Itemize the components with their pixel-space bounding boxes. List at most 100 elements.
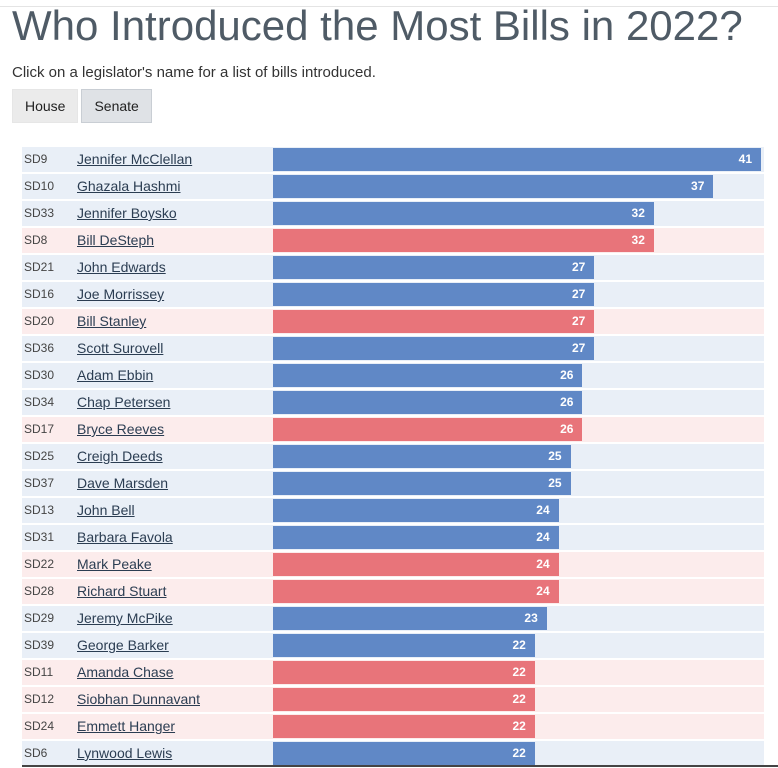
- district-label: SD22: [24, 557, 55, 571]
- table-row: SD20 Bill Stanley 27: [22, 309, 764, 334]
- district-label: SD37: [24, 476, 55, 490]
- legislator-link[interactable]: Jennifer McClellan: [77, 151, 193, 167]
- table-row: SD13 John Bell 24: [22, 498, 764, 523]
- district-label: SD17: [24, 422, 55, 436]
- district-label: SD6: [24, 746, 48, 760]
- tab-senate[interactable]: Senate: [81, 89, 152, 123]
- legislator-link[interactable]: John Edwards: [77, 259, 166, 275]
- district-label: SD39: [24, 638, 55, 652]
- table-row: SD21 John Edwards 27: [22, 255, 764, 280]
- page-title: Who Introduced the Most Bills in 2022?: [12, 2, 743, 49]
- legislator-link[interactable]: Creigh Deeds: [77, 448, 163, 464]
- bill-count-bar: 25: [273, 472, 571, 495]
- district-label: SD12: [24, 692, 55, 706]
- district-label: SD36: [24, 341, 55, 355]
- bill-count-label: 24: [536, 530, 550, 544]
- district-label: SD31: [24, 530, 55, 544]
- bill-count-bar: 24: [273, 553, 559, 576]
- bill-count-label: 26: [560, 395, 574, 409]
- legislator-link[interactable]: Joe Morrissey: [77, 286, 165, 302]
- table-row: SD10 Ghazala Hashmi 37: [22, 174, 764, 199]
- legislator-link[interactable]: Adam Ebbin: [77, 367, 154, 383]
- district-label: SD25: [24, 449, 55, 463]
- bill-count-bar: 26: [273, 391, 583, 414]
- district-label: SD33: [24, 206, 55, 220]
- top-divider: [0, 6, 778, 7]
- bill-count-label: 22: [512, 719, 526, 733]
- legislator-link[interactable]: Dave Marsden: [77, 475, 169, 491]
- table-row: SD24 Emmett Hanger 22: [22, 714, 764, 739]
- district-label: SD13: [24, 503, 55, 517]
- bill-count-bar: 22: [273, 742, 535, 765]
- legislator-link[interactable]: Lynwood Lewis: [77, 745, 173, 761]
- bill-count-label: 22: [512, 665, 526, 679]
- table-row: SD31 Barbara Favola 24: [22, 525, 764, 550]
- bill-count-bar: 27: [273, 337, 595, 360]
- bill-count-label: 27: [572, 260, 586, 274]
- bill-count-bar: 37: [273, 175, 714, 198]
- bill-count-label: 25: [548, 449, 562, 463]
- page-subtitle: Click on a legislator's name for a list …: [12, 64, 376, 81]
- table-row: SD39 George Barker 22: [22, 633, 764, 658]
- bill-count-bar: 24: [273, 499, 559, 522]
- bill-count-label: 23: [524, 611, 538, 625]
- bill-count-label: 41: [738, 152, 752, 166]
- bill-count-label: 24: [536, 557, 550, 571]
- bill-count-bar: 27: [273, 283, 595, 306]
- legislator-link[interactable]: Emmett Hanger: [77, 718, 176, 734]
- table-row: SD34 Chap Petersen 26: [22, 390, 764, 415]
- bill-count-label: 27: [572, 341, 586, 355]
- table-row: SD28 Richard Stuart 24: [22, 579, 764, 604]
- legislator-link[interactable]: John Bell: [77, 502, 135, 518]
- table-row: SD16 Joe Morrissey 27: [22, 282, 764, 307]
- legislator-link[interactable]: Amanda Chase: [77, 664, 174, 680]
- bill-count-bar: 41: [273, 148, 761, 171]
- bill-count-label: 26: [560, 422, 574, 436]
- district-label: SD8: [24, 233, 48, 247]
- legislator-link[interactable]: Chap Petersen: [77, 394, 171, 410]
- bill-count-label: 24: [536, 584, 550, 598]
- table-row: SD17 Bryce Reeves 26: [22, 417, 764, 442]
- bill-count-bar: 22: [273, 715, 535, 738]
- bill-count-label: 22: [512, 638, 526, 652]
- bill-count-bar: 22: [273, 688, 535, 711]
- legislator-link[interactable]: Barbara Favola: [77, 529, 173, 545]
- bill-count-label: 32: [631, 206, 645, 220]
- legislator-link[interactable]: Bryce Reeves: [77, 421, 165, 437]
- bill-count-bar: 22: [273, 661, 535, 684]
- table-row: SD30 Adam Ebbin 26: [22, 363, 764, 388]
- district-label: SD24: [24, 719, 55, 733]
- legislator-link[interactable]: Mark Peake: [77, 556, 152, 572]
- bill-count-label: 27: [572, 314, 586, 328]
- table-row: SD9 Jennifer McClellan 41: [22, 147, 764, 172]
- legislator-link[interactable]: Ghazala Hashmi: [77, 178, 181, 194]
- legislator-link[interactable]: Bill Stanley: [77, 313, 147, 329]
- bill-count-bar: 24: [273, 580, 559, 603]
- bill-count-bar: 24: [273, 526, 559, 549]
- legislator-link[interactable]: Bill DeSteph: [77, 232, 155, 248]
- bill-count-label: 22: [512, 692, 526, 706]
- legislator-link[interactable]: Siobhan Dunnavant: [77, 691, 200, 707]
- bottom-divider: [22, 765, 778, 767]
- table-row: SD8 Bill DeSteph 32: [22, 228, 764, 253]
- legislator-link[interactable]: Scott Surovell: [77, 340, 164, 356]
- legislator-link[interactable]: George Barker: [77, 637, 169, 653]
- district-label: SD16: [24, 287, 55, 301]
- table-row: SD12 Siobhan Dunnavant 22: [22, 687, 764, 712]
- bill-count-bar: 32: [273, 229, 654, 252]
- table-row: SD36 Scott Surovell 27: [22, 336, 764, 361]
- legislator-link[interactable]: Jennifer Boysko: [77, 205, 177, 221]
- bill-count-label: 24: [536, 503, 550, 517]
- bill-count-bar: 27: [273, 256, 595, 279]
- legislator-link[interactable]: Richard Stuart: [77, 583, 167, 599]
- bill-count-bar: 25: [273, 445, 571, 468]
- district-label: SD34: [24, 395, 55, 409]
- bill-count-bar: 23: [273, 607, 547, 630]
- district-label: SD30: [24, 368, 55, 382]
- legislator-link[interactable]: Jeremy McPike: [77, 610, 173, 626]
- bill-count-label: 25: [548, 476, 562, 490]
- district-label: SD10: [24, 179, 55, 193]
- tab-house[interactable]: House: [12, 89, 79, 123]
- bill-count-bar: 22: [273, 634, 535, 657]
- table-row: SD11 Amanda Chase 22: [22, 660, 764, 685]
